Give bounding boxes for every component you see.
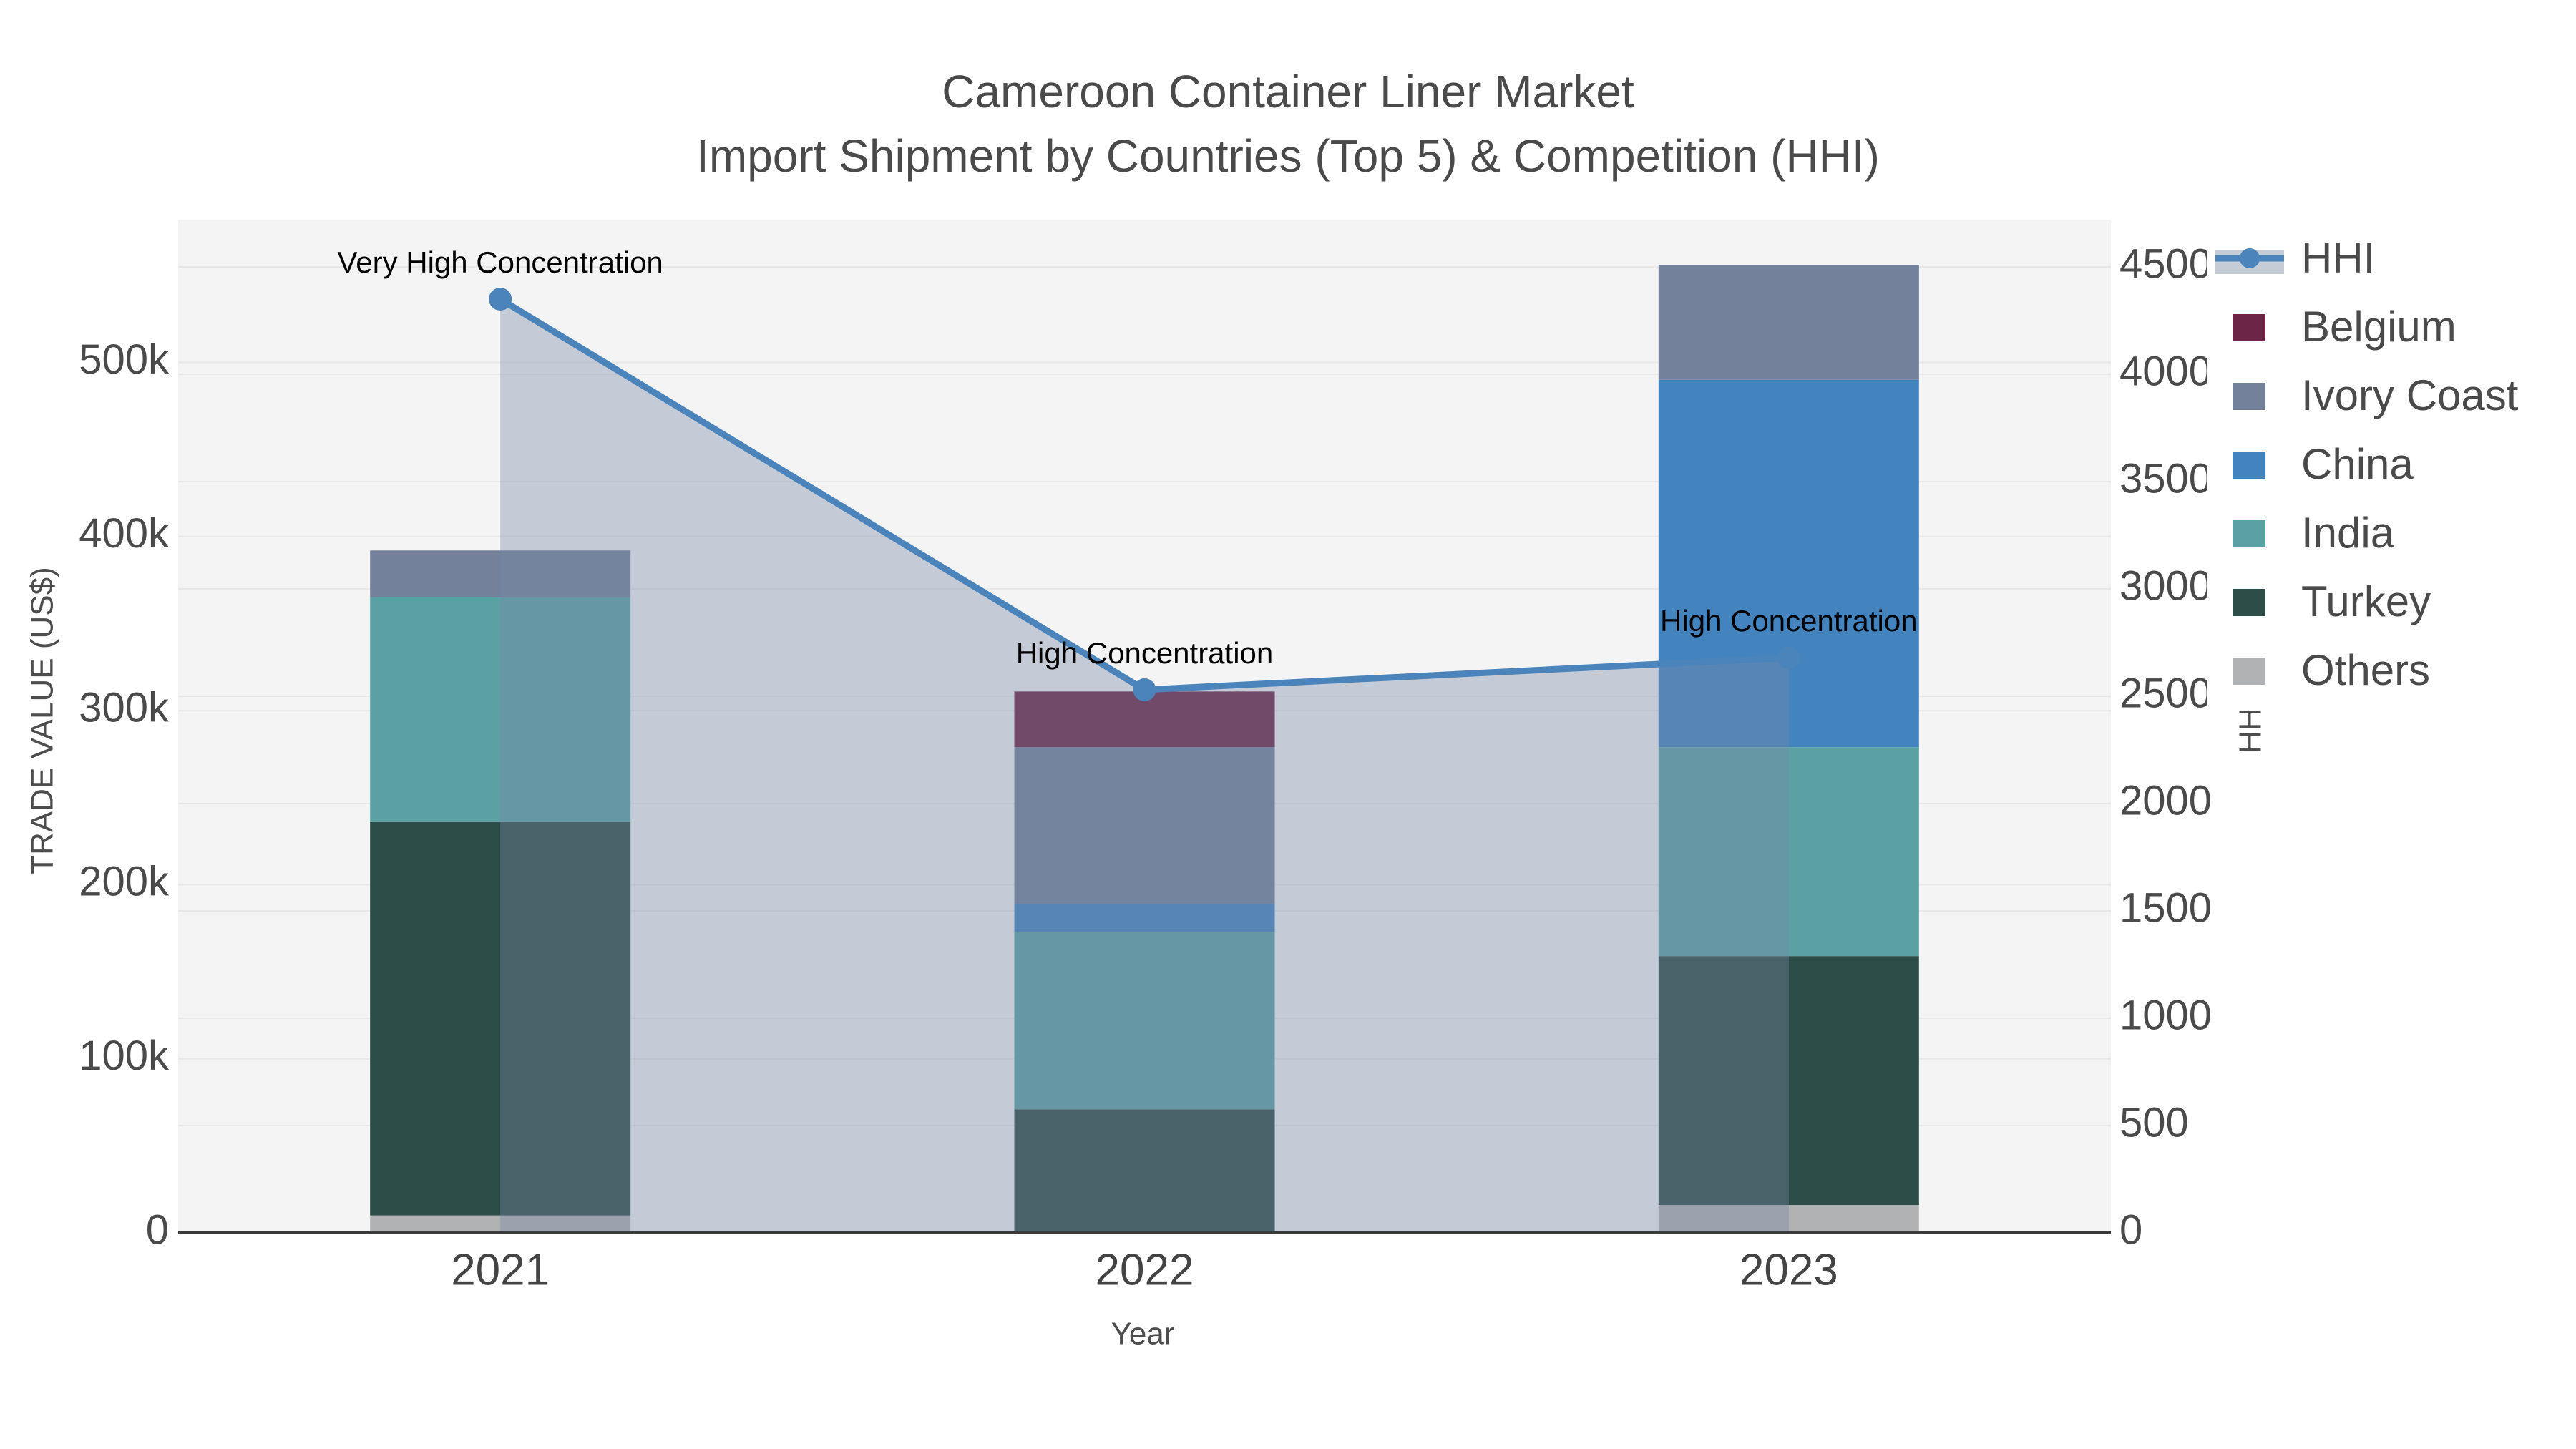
legend-item-ivory-coast[interactable]: Ivory Coast: [2233, 371, 2519, 419]
legend-swatch-turkey: [2233, 589, 2265, 616]
bar-others-2023[interactable]: [1658, 1205, 1919, 1233]
legend-hhi-marker-icon: [2240, 248, 2260, 268]
x-tick-2023: 2023: [1740, 1245, 1838, 1294]
annotation-2021: Very High Concentration: [338, 245, 663, 279]
bar-ivory-coast-2022[interactable]: [1014, 747, 1275, 904]
y-left-tick-300k: 300k: [79, 684, 170, 731]
y-left-tick-100k: 100k: [79, 1033, 170, 1079]
legend-swatch-others: [2233, 658, 2265, 685]
legend-background: [2207, 230, 2569, 711]
legend: HHI Belgium Ivory Coast China India Turkey Oth…: [2207, 230, 2569, 711]
legend-swatch-ivory-coast: [2233, 383, 2265, 410]
hhi-marker-2022[interactable]: [1133, 678, 1156, 701]
bar-india-2021[interactable]: [370, 597, 631, 822]
bar-turkey-2022[interactable]: [1014, 1109, 1275, 1233]
bar-others-2021[interactable]: [370, 1215, 631, 1233]
legend-item-china[interactable]: China: [2233, 440, 2414, 488]
y-right-tick-1500: 1500: [2119, 884, 2212, 931]
hhi-marker-2021[interactable]: [489, 288, 512, 311]
legend-label-china: China: [2301, 440, 2414, 488]
legend-label-india: India: [2301, 509, 2395, 557]
y-right-tick-3000: 3000: [2119, 562, 2212, 609]
y-left-tick-200k: 200k: [79, 859, 170, 905]
bar-turkey-2023[interactable]: [1658, 956, 1919, 1206]
chart-title-line2: Import Shipment by Countries (Top 5) & C…: [696, 130, 1880, 182]
legend-swatch-china: [2233, 452, 2265, 479]
bar-india-2023[interactable]: [1658, 747, 1919, 957]
legend-label-belgium: Belgium: [2301, 303, 2457, 351]
bars-group: [370, 265, 1919, 1233]
legend-item-hhi[interactable]: HHI: [2215, 234, 2375, 282]
legend-item-turkey[interactable]: Turkey: [2233, 577, 2431, 625]
legend-label-others: Others: [2301, 646, 2430, 694]
bar-ivory-coast-2023[interactable]: [1658, 265, 1919, 380]
x-tick-2021: 2021: [451, 1245, 550, 1294]
x-axis-title: Year: [1111, 1317, 1175, 1352]
legend-label-hhi: HHI: [2301, 234, 2375, 282]
y-right-tick-4000: 4000: [2119, 348, 2212, 394]
chart-title-line1: Cameroon Container Liner Market: [942, 66, 1634, 117]
bar-china-2023[interactable]: [1658, 379, 1919, 748]
legend-item-india[interactable]: India: [2233, 509, 2395, 557]
y-left-tick-0: 0: [146, 1206, 169, 1253]
legend-item-others[interactable]: Others: [2233, 646, 2430, 694]
y-right-tick-2500: 2500: [2119, 670, 2212, 716]
y-right-tick-3500: 3500: [2119, 455, 2212, 502]
y-right-tick-500: 500: [2119, 1099, 2189, 1146]
hhi-marker-2023[interactable]: [1777, 646, 1800, 669]
x-tick-2022: 2022: [1096, 1245, 1194, 1294]
y-left-tick-400k: 400k: [79, 510, 170, 557]
legend-swatch-belgium: [2233, 314, 2265, 341]
y-right-tick-4500: 4500: [2119, 240, 2212, 287]
bar-turkey-2021[interactable]: [370, 821, 631, 1216]
y-left-tick-500k: 500k: [79, 336, 170, 383]
legend-label-ivory-coast: Ivory Coast: [2301, 371, 2519, 419]
legend-item-belgium[interactable]: Belgium: [2233, 303, 2457, 351]
y-right-tick-1000: 1000: [2119, 992, 2212, 1038]
hhi-area-fill: [500, 299, 1789, 1233]
bar-china-2022[interactable]: [1014, 904, 1275, 932]
y-left-axis-title: TRADE VALUE (US$): [25, 567, 60, 874]
legend-swatch-india: [2233, 520, 2265, 547]
bar-ivory-coast-2021[interactable]: [370, 550, 631, 597]
annotation-2023: High Concentration: [1660, 604, 1918, 638]
legend-label-turkey: Turkey: [2301, 577, 2431, 625]
y-right-tick-2000: 2000: [2119, 777, 2212, 824]
annotation-2022: High Concentration: [1016, 636, 1274, 670]
bar-india-2022[interactable]: [1014, 932, 1275, 1110]
y-right-tick-0: 0: [2119, 1206, 2142, 1253]
